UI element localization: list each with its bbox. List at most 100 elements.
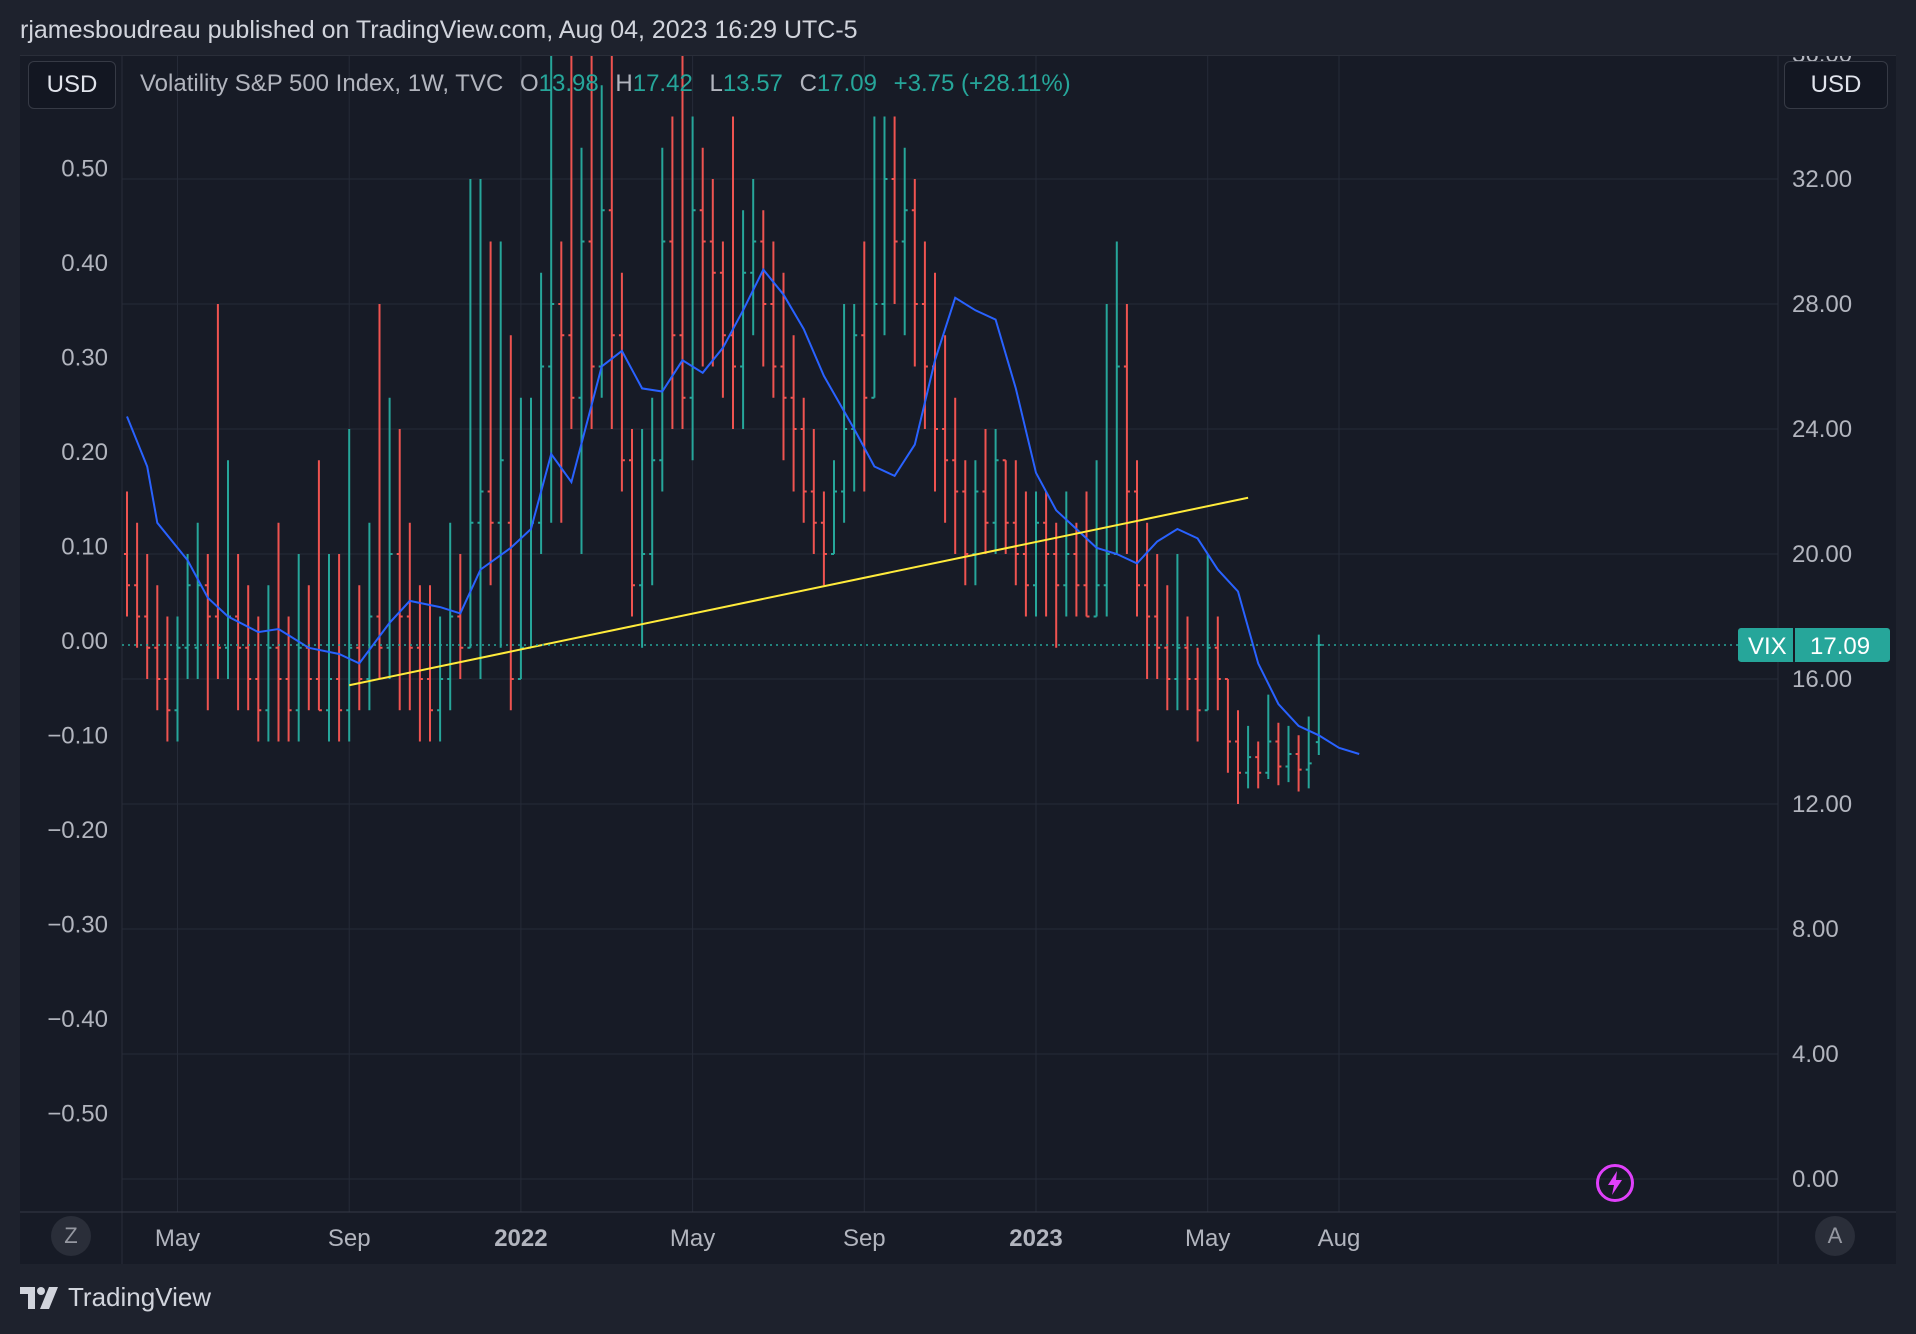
ohlc-bar [134,522,141,648]
right-axis-tick: 16.00 [1792,666,1852,693]
ohlc-bar [871,116,878,399]
ohlc-bar [1053,522,1060,648]
ohlc-bar [1113,241,1120,555]
right-price-axis[interactable]: 36.0032.0028.0024.0020.0016.0012.008.004… [1792,56,1852,1193]
ohlc-bar [649,397,656,586]
ohlc-bar [214,304,221,679]
legend-close-label: C [799,70,817,97]
ohlc-bar [689,116,696,461]
brand-name: TradingView [68,1282,212,1312]
ohlc-bar [1073,522,1080,617]
ohlc-bar [972,460,979,586]
legend-open-value: 13.98 [538,70,599,97]
ohlc-bar [699,147,706,367]
ohlc-bar [1144,522,1151,679]
ohlc-bar [366,522,373,711]
time-axis-label: Sep [328,1225,371,1252]
time-axis-label: May [1185,1225,1230,1252]
ohlc-bar [497,241,504,648]
ohlc-bar [416,585,423,742]
right-axis-tick: 20.00 [1792,541,1852,568]
ohlc-bar [285,616,292,742]
ohlc-bar [618,272,625,492]
ohlc-bar [487,241,494,586]
ohlc-bar [578,147,585,554]
brand[interactable]: TradingView [20,1282,211,1313]
ohlc-bar [225,460,231,679]
time-axis[interactable]: May Sep 2022 May Sep 2023 May Aug [155,1225,1361,1252]
left-price-axis[interactable]: 0.50 0.40 0.30 0.20 0.10 0.00 −0.10 −0.20 −0.30 −… [47,156,108,1128]
grid [122,56,1778,1212]
ohlc-bar [891,116,898,304]
ohlc-bar [1083,491,1090,618]
ohlc-bar [538,272,545,554]
ohlc-series [124,56,1322,804]
right-axis-tick: 32.00 [1792,166,1852,193]
legend-high-label: H [615,70,633,97]
chart-legend: Volatility S&P 500 Index, 1W, TVC O13.98… [140,70,1071,98]
left-axis-tick: 0.20 [61,439,108,466]
ohlc-bar [800,397,807,523]
legend-symbol[interactable]: Volatility S&P 500 Index, 1W, TVC [140,70,504,97]
right-currency-button[interactable]: USD [1784,61,1888,109]
ohlc-bar [911,179,918,367]
price-tag-symbol: VIX [1748,633,1787,660]
chart-canvas[interactable]: 36.0032.0028.0024.0020.0016.0012.008.004… [20,56,1896,1264]
ohlc-bar [467,179,474,649]
ohlc-bar [174,616,181,742]
price-tag-value: 17.09 [1810,633,1870,660]
ohlc-bar [386,397,393,679]
left-axis-tick: 0.30 [61,345,108,372]
ohlc-bar [336,554,343,742]
ohlc-bar [740,210,747,429]
left-currency-button[interactable]: USD [28,61,116,109]
right-axis-tick: 12.00 [1792,791,1852,818]
ohlc-bar [679,56,686,429]
lightning-alert-icon[interactable] [1595,1163,1635,1203]
left-axis-tick: 0.00 [61,628,108,655]
ohlc-bar [942,335,949,523]
ohlc-bar [457,554,464,679]
left-axis-tick: 0.50 [61,156,108,183]
ohlc-bar [841,304,848,523]
ohlc-bar [1093,460,1100,618]
ohlc-bar [629,429,635,617]
ohlc-bar [356,585,363,711]
ohlc-bar [255,616,262,742]
legend-low-value: 13.57 [722,70,783,97]
time-axis-label: 2023 [1009,1225,1062,1252]
ohlc-bar [1012,460,1019,586]
moving-average-line [126,267,1360,755]
legend-close-value: 17.09 [816,70,877,97]
ohlc-bar [992,429,999,554]
ohlc-bar [709,179,716,367]
ohlc-bar [1245,725,1252,789]
right-axis-tick: 4.00 [1792,1041,1839,1068]
time-axis-label: May [155,1225,200,1252]
zoom-button[interactable]: Z [51,1216,91,1256]
plot-area[interactable] [122,56,1778,804]
ohlc-bar [1123,304,1130,554]
ohlc-bar [164,616,171,742]
ohlc-bar [265,585,272,742]
ohlc-bar [730,116,736,429]
ohlc-bar [608,56,615,429]
ohlc-bar [548,56,555,523]
ohlc-bar [1285,725,1292,783]
chart-frame[interactable]: 36.0032.0028.0024.0020.0016.0012.008.004… [20,55,1896,1264]
ohlc-bar [1033,491,1039,617]
legend-low-label: L [709,70,723,97]
ohlc-bar [184,554,191,679]
ohlc-bar [790,335,797,492]
legend-high-value: 17.42 [632,70,693,97]
trendline[interactable] [348,496,1249,687]
legend-change: +3.75 (+28.11%) [893,70,1071,97]
ohlc-bar [780,272,787,461]
ohlc-bar [1022,491,1029,617]
ohlc-bar [154,585,161,711]
ohlc-bar [1174,554,1181,711]
ohlc-bar [1154,554,1161,679]
ohlc-bar [477,179,484,679]
ohlc-bar [831,460,837,555]
auto-scale-button[interactable]: A [1815,1216,1855,1256]
